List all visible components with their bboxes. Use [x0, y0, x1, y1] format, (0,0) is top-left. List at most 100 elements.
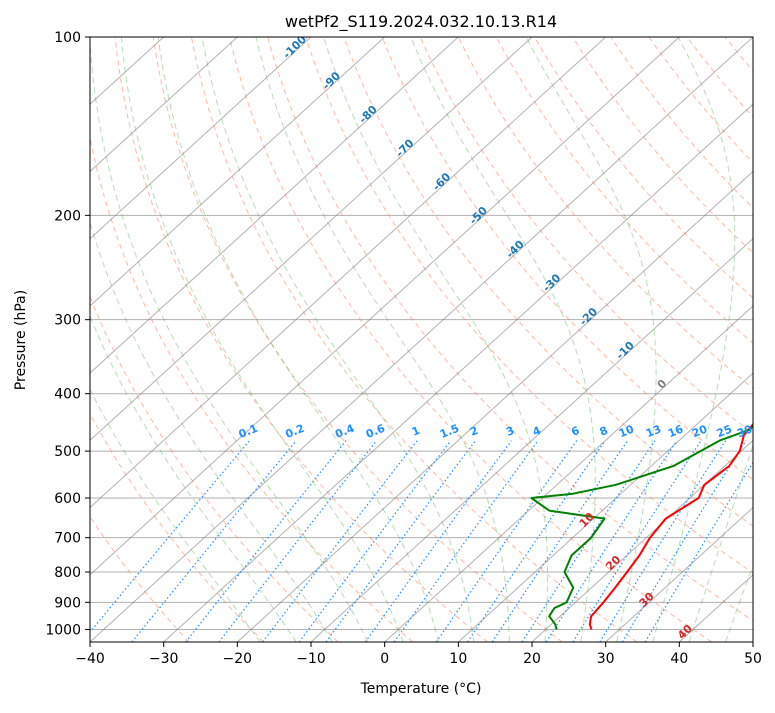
dry-adiabat: [152, 37, 563, 642]
x-tick-label: 30: [597, 651, 615, 667]
dry-adiabat: [343, 37, 753, 527]
y-tick-label: 900: [54, 595, 81, 611]
dry-adiabat: [724, 37, 753, 72]
x-axis-ticks: −40 −30 −20 −10 0 10 20 30 40 50: [75, 642, 762, 667]
mixing-ratio-line: [218, 440, 378, 642]
moist-adiabat: [725, 563, 753, 642]
isotherm-label: -10: [614, 339, 637, 362]
mixing-ratio-label: 30: [735, 422, 754, 440]
x-tick-label: 10: [449, 651, 467, 667]
x-tick-label: −40: [75, 651, 105, 667]
mixing-ratio-label: 1.5: [438, 422, 461, 441]
x-tick-label: −20: [223, 651, 253, 667]
mixing-ratio-line: [325, 440, 476, 642]
isotherm: [90, 37, 238, 173]
dry-adiabat: [648, 37, 753, 164]
y-tick-label: 1000: [45, 622, 81, 638]
dry-adiabat: [495, 37, 753, 344]
dry-adiabat: [190, 37, 638, 642]
dry-adiabat: [419, 37, 753, 435]
isopleth-labels: 0.1 0.2 0.4 0.6 1 1.5 2 3 4 6 8 10 13 16 20 25 30 36-100-…: [237, 37, 775, 642]
moist-adiabat: [688, 443, 753, 642]
moist-adiabat: [323, 37, 548, 642]
x-tick-label: 40: [670, 651, 688, 667]
isotherm: [752, 641, 753, 642]
moist-adiabat: [90, 37, 369, 642]
mixing-ratio-label: 6: [569, 424, 581, 439]
mixing-ratio-line: [621, 440, 747, 642]
dry-adiabat: [572, 37, 753, 254]
y-tick-label: 700: [54, 531, 81, 547]
isotherm: [605, 506, 753, 642]
mixing-ratio-line: [644, 461, 753, 642]
moist-adiabat: [120, 37, 404, 642]
dry-adiabat: [457, 37, 753, 389]
mixing-ratio-label: 0.1: [237, 422, 260, 441]
isotherm: [236, 170, 753, 642]
moist-adiabat: [255, 37, 510, 642]
mixing-ratio-line: [599, 440, 727, 642]
isotherm-label: 40: [675, 622, 695, 642]
mixing-ratio-line: [521, 440, 656, 642]
y-tick-label: 300: [54, 313, 81, 329]
mixing-ratio-label: 36: [756, 422, 775, 440]
moist-adiabat: [410, 37, 596, 642]
isotherm: [90, 37, 386, 307]
mixing-ratio-line: [435, 440, 578, 642]
isotherm: [457, 372, 753, 642]
isotherm-label: -80: [357, 103, 380, 126]
mixing-ratio-line: [466, 440, 606, 642]
pressure-gridlines: [90, 37, 753, 630]
moist-adiabat: [201, 37, 475, 642]
mixing-ratio-line: [185, 440, 347, 642]
mixing-ratio-label: 2: [468, 424, 480, 439]
mixing-ratio-line: [131, 440, 297, 642]
mixing-ratio-label: 13: [644, 422, 663, 440]
y-tick-label: 100: [54, 30, 81, 46]
moist-adiabats: [90, 37, 753, 642]
dry-adiabat: [763, 37, 775, 642]
moist-adiabat: [157, 37, 439, 642]
isotherm-label: -40: [504, 238, 527, 261]
mixing-ratio-label: 0.2: [283, 422, 306, 441]
mixing-ratio-label: 0.6: [364, 422, 387, 441]
temperature-line: [588, 422, 753, 630]
isotherm: [90, 37, 533, 442]
isotherm: [90, 37, 312, 240]
dry-adiabat: [686, 37, 753, 118]
isotherms: [90, 37, 753, 642]
y-axis-title: Pressure (hPa): [13, 290, 29, 390]
dry-adiabat: [114, 37, 488, 642]
mixing-ratio-line: [572, 440, 702, 642]
isotherm: [163, 103, 753, 642]
x-tick-label: −10: [296, 651, 326, 667]
y-tick-label: 400: [54, 387, 81, 403]
mixing-ratio-lines: [90, 440, 753, 642]
y-tick-label: 200: [54, 208, 81, 224]
mixing-ratio-label: 1: [410, 424, 422, 439]
mixing-ratio-label: 0.4: [333, 422, 356, 441]
x-tick-label: 0: [380, 651, 389, 667]
profile-lines: [530, 422, 753, 630]
mixing-ratio-label: 8: [598, 424, 610, 439]
dry-adiabat: [534, 37, 753, 299]
isotherm: [90, 37, 753, 642]
mixing-ratio-label: 16: [666, 422, 685, 440]
x-tick-label: −30: [149, 651, 179, 667]
isotherm-label: 30: [637, 590, 657, 610]
isotherm: [384, 305, 753, 642]
isotherm: [90, 37, 680, 576]
dry-adiabat: [610, 37, 753, 209]
x-tick-label: 20: [523, 651, 541, 667]
dry-adiabat: [229, 37, 712, 642]
dry-adiabat: [267, 37, 753, 622]
moist-adiabat: [90, 388, 261, 642]
isotherm-label: -60: [430, 170, 453, 193]
isotherm: [310, 237, 753, 642]
moist-adiabat: [90, 314, 297, 642]
dry-adiabats: [90, 37, 775, 642]
y-tick-label: 500: [54, 444, 81, 460]
chart-title: wetPf2_S119.2024.032.10.13.R14: [285, 12, 557, 32]
